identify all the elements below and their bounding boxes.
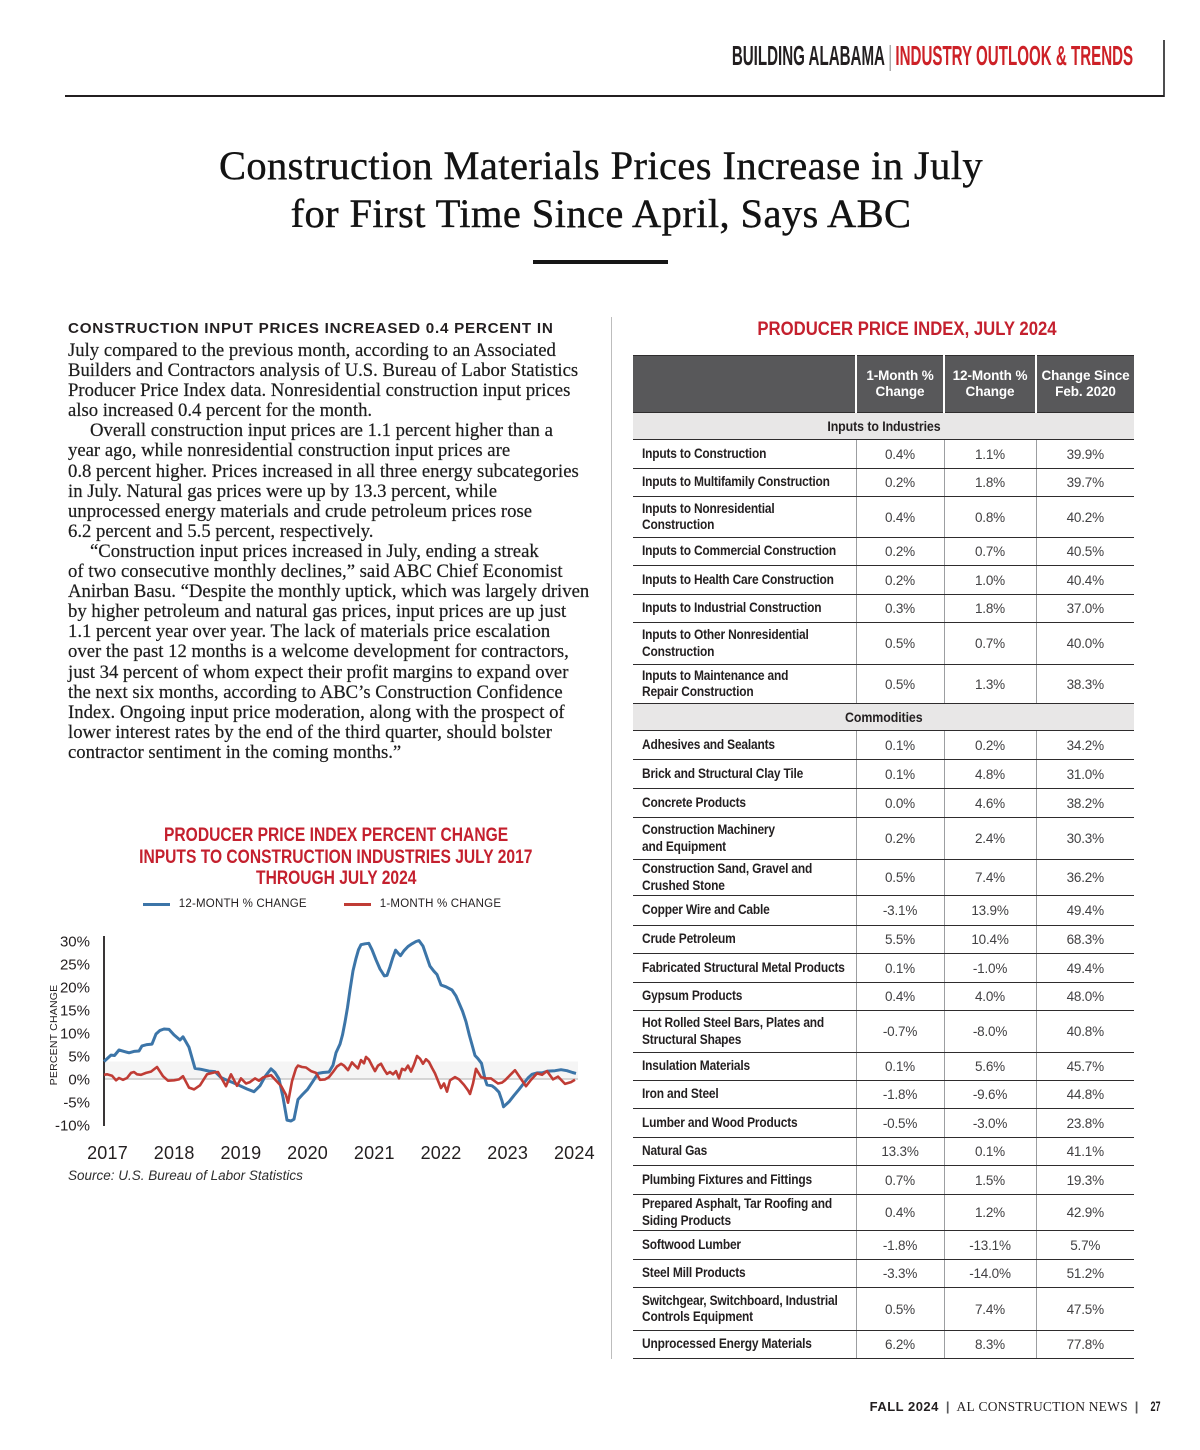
svg-text:2017: 2017 [87, 1143, 128, 1163]
svg-text:25%: 25% [60, 957, 90, 974]
svg-text:2018: 2018 [154, 1143, 195, 1163]
svg-text:2021: 2021 [354, 1143, 395, 1163]
svg-text:10%: 10% [60, 1026, 90, 1043]
svg-text:0%: 0% [68, 1072, 90, 1089]
svg-text:15%: 15% [60, 1003, 90, 1020]
svg-text:2019: 2019 [220, 1143, 261, 1163]
svg-text:2023: 2023 [487, 1143, 528, 1163]
svg-text:30%: 30% [60, 934, 90, 951]
svg-text:-10%: -10% [55, 1118, 90, 1135]
svg-text:20%: 20% [60, 980, 90, 997]
svg-text:2024: 2024 [554, 1143, 595, 1163]
svg-text:5%: 5% [68, 1049, 90, 1066]
svg-text:-5%: -5% [63, 1095, 90, 1112]
svg-text:PERCENT CHANGE: PERCENT CHANGE [48, 985, 60, 1086]
svg-text:2020: 2020 [287, 1143, 328, 1163]
svg-text:2022: 2022 [421, 1143, 462, 1163]
